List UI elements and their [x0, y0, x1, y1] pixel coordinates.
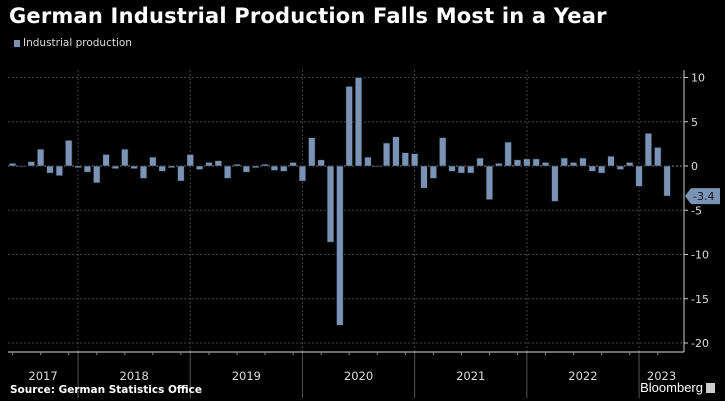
bar — [111, 165, 120, 169]
y-tick-label: -10 — [691, 249, 709, 262]
bar — [224, 165, 232, 179]
bar — [467, 165, 475, 174]
x-tick-label: 2023 — [647, 369, 676, 383]
bar — [429, 165, 437, 179]
bar — [364, 156, 372, 167]
bar — [635, 165, 643, 187]
bar — [261, 163, 269, 167]
bar — [270, 165, 279, 171]
bar — [541, 162, 550, 167]
x-tick-label: 2018 — [120, 369, 149, 383]
bar — [149, 156, 157, 167]
source-note: Source: German Statistics Office — [10, 384, 202, 396]
bar — [289, 162, 297, 167]
bar — [513, 159, 522, 167]
bar — [457, 165, 466, 174]
bar — [411, 153, 419, 167]
bar — [205, 162, 213, 167]
bar — [74, 165, 82, 169]
bar — [569, 162, 578, 167]
bar — [495, 163, 503, 167]
bar — [65, 140, 73, 167]
x-tick-label: 2020 — [344, 369, 373, 383]
bar — [382, 142, 391, 167]
bar — [233, 163, 241, 167]
bar — [158, 165, 166, 172]
bar — [598, 165, 606, 174]
bloomberg-logo: Bloomberg — [640, 380, 703, 395]
legend-label: Industrial production — [23, 37, 132, 49]
y-tick-label: 0 — [691, 160, 698, 173]
bar — [139, 165, 148, 179]
bar — [401, 152, 409, 167]
bar — [485, 165, 494, 200]
bar — [196, 165, 204, 170]
last-value-label: -3.4 — [693, 190, 714, 203]
y-tick-label: -20 — [691, 337, 709, 350]
bar — [476, 157, 484, 167]
bar — [317, 159, 325, 167]
bar — [55, 165, 63, 177]
bar — [439, 137, 447, 167]
bar — [167, 165, 176, 169]
bar — [663, 165, 671, 197]
bar — [654, 147, 662, 167]
bar — [27, 161, 35, 167]
bar — [504, 141, 512, 167]
bar — [93, 165, 101, 184]
bar — [9, 163, 17, 167]
bar — [252, 165, 260, 169]
legend-swatch — [14, 39, 20, 47]
bar — [83, 165, 91, 173]
bar — [523, 158, 531, 167]
y-tick-label: -5 — [691, 204, 702, 217]
bar — [280, 165, 288, 172]
bar — [37, 148, 45, 167]
bar — [607, 155, 615, 167]
bar — [420, 165, 428, 189]
bar — [588, 165, 596, 172]
bar — [532, 158, 540, 167]
bar — [560, 157, 568, 167]
bar — [616, 165, 624, 170]
bar — [392, 136, 400, 167]
bar — [242, 165, 250, 173]
bar — [644, 132, 652, 167]
bar — [551, 165, 559, 202]
x-tick-label: 2021 — [456, 369, 485, 383]
bar — [18, 165, 26, 168]
legend: Industrial production — [14, 37, 132, 49]
bar — [579, 157, 587, 167]
last-value-callout — [685, 188, 720, 205]
bar — [102, 154, 110, 167]
y-tick-label: 5 — [691, 116, 698, 129]
bar — [345, 86, 353, 167]
bar — [448, 165, 456, 172]
bar — [130, 165, 138, 169]
bar — [336, 165, 344, 326]
bar — [214, 160, 222, 167]
x-tick-label: 2017 — [28, 369, 57, 383]
bar — [308, 137, 316, 167]
bar — [354, 77, 363, 167]
bar — [186, 154, 194, 167]
x-tick-label: 2022 — [568, 369, 597, 383]
bloomberg-logo-icon — [706, 383, 715, 393]
bar — [177, 165, 185, 182]
x-tick-label: 2019 — [232, 369, 261, 383]
y-tick-label: -15 — [691, 293, 709, 306]
y-tick-label: 10 — [691, 72, 705, 85]
bar — [298, 165, 307, 182]
bar — [326, 165, 335, 243]
bar — [121, 148, 129, 167]
chart-title: German Industrial Production Falls Most … — [9, 4, 607, 28]
bar — [626, 162, 634, 167]
bar — [46, 165, 54, 174]
bar — [373, 165, 381, 168]
